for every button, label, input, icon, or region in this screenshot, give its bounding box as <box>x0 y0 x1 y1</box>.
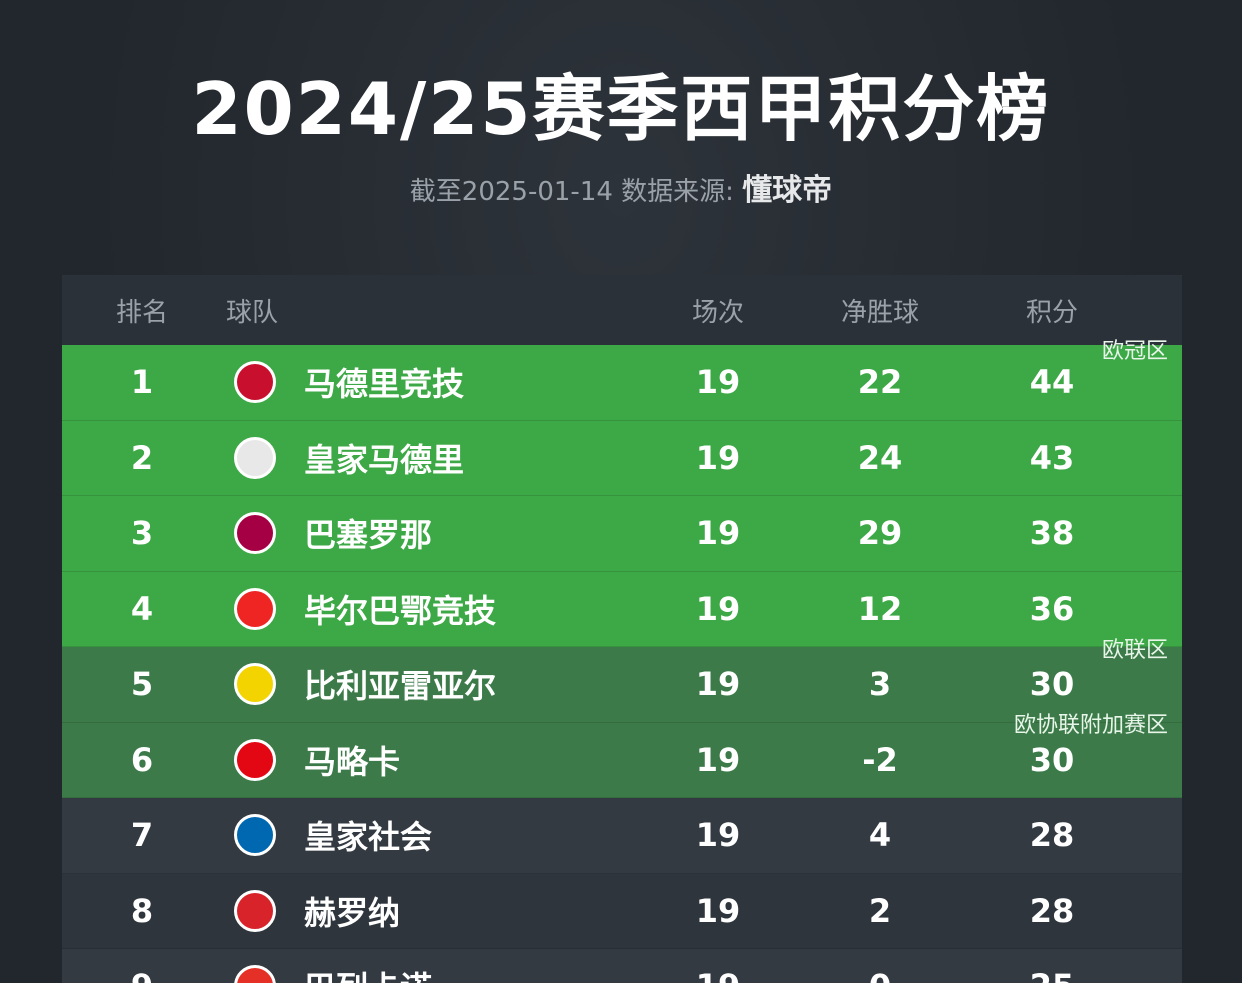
header-cell: 球队 <box>225 297 278 328</box>
header-cell: 排名 <box>115 297 168 328</box>
table-cell: 19 <box>695 740 741 779</box>
table-cell: 19 <box>695 438 741 477</box>
table-row: 7 皇家社会 19 4 28 <box>62 798 1182 874</box>
team-logo <box>234 512 276 554</box>
title: 2024/25赛季西甲积分榜 <box>191 67 1051 151</box>
table-row: 8 赫罗纳 19 2 28 <box>62 873 1182 949</box>
table-cell: 8 <box>130 891 154 930</box>
table-row: 4 毕尔巴鄂竞技 19 12 36 <box>62 571 1182 647</box>
team-logo <box>234 738 276 781</box>
table-cell: 43 <box>1029 438 1075 477</box>
table-cell: -2 <box>862 740 898 779</box>
table-row: 3 巴塞罗那 19 29 38 <box>62 496 1182 572</box>
table-cell: 38 <box>1029 514 1075 553</box>
header-cell: 场次 <box>691 297 744 328</box>
table-cell: 29 <box>857 514 903 553</box>
table-cell: 19 <box>695 514 741 553</box>
header-cell: 净胜球 <box>840 297 919 328</box>
table-cell: 巴列卡诺 <box>304 949 604 983</box>
team-logo <box>234 814 276 856</box>
table-cell: 9 <box>102 949 182 983</box>
table-cell: 赫罗纳 <box>304 893 401 932</box>
table-cell: 4 <box>868 816 892 855</box>
table-cell: 2 <box>130 438 154 477</box>
header-row: 排名 球队 场次 净胜球 积分 <box>62 275 1182 345</box>
table-cell: 毕尔巴鄂竞技 <box>304 591 497 630</box>
standings-table: 排名 球队 场次 净胜球 积分 1 马德里竞技 19 22 44 2 皇家马德里 19 24 43… <box>62 275 1182 983</box>
table-cell: 44 <box>1029 363 1075 402</box>
table-cell: 30 <box>1029 665 1075 704</box>
table-cell: 7 <box>130 816 154 855</box>
table-cell: 19 <box>695 665 741 704</box>
table-cell: 比利亚雷亚尔 <box>304 667 497 706</box>
table-row: 9 巴列卡诺 19 0 25 <box>62 949 1182 983</box>
table-cell: 1 <box>130 363 154 402</box>
table-cell: 5 <box>130 665 154 704</box>
table-row: 5 比利亚雷亚尔 19 3 30 <box>62 647 1182 723</box>
team-logo <box>234 965 276 983</box>
team-logo <box>234 663 276 705</box>
table-cell: 6 <box>130 740 154 779</box>
table-row: 2 皇家马德里 19 24 43 <box>62 420 1182 496</box>
subtitle: 截至2025-01-14 数据来源: 懂球帝 <box>0 165 1242 209</box>
table-cell: 2 <box>868 891 892 930</box>
table-cell: 马略卡 <box>304 742 401 781</box>
header-cell: 积分 <box>1025 297 1078 328</box>
table-cell: 0 <box>820 949 940 983</box>
team-logo <box>234 587 276 630</box>
source: 懂球帝 <box>742 173 833 208</box>
table-cell: 28 <box>1029 816 1075 855</box>
table-cell: 4 <box>130 589 154 628</box>
table-cell: 12 <box>857 589 903 628</box>
table-cell: 19 <box>695 891 741 930</box>
zone-label: 欧协联附加赛区 <box>1013 713 1168 738</box>
table-cell: 22 <box>857 363 903 402</box>
table-cell: 马德里竞技 <box>304 365 465 404</box>
table-cell: 3 <box>130 514 154 553</box>
zone-label: 欧冠区 <box>1101 339 1168 364</box>
table-cell: 25 <box>992 949 1112 983</box>
table-cell: 19 <box>658 949 778 983</box>
team-logo <box>234 361 276 403</box>
table-cell: 30 <box>1029 740 1075 779</box>
table-cell: 皇家马德里 <box>304 440 465 479</box>
table-cell: 巴塞罗那 <box>304 516 433 555</box>
rows: 1 马德里竞技 19 22 44 2 皇家马德里 19 24 43 3 巴塞罗那 19 29 38 4 毕尔巴鄂… <box>62 345 1182 983</box>
table-cell: 28 <box>1029 891 1075 930</box>
table-cell: 19 <box>695 589 741 628</box>
table-cell: 19 <box>695 363 741 402</box>
table-cell: 19 <box>695 816 741 855</box>
table-cell: 24 <box>857 438 903 477</box>
table-cell: 3 <box>868 665 892 704</box>
table-cell: 皇家社会 <box>304 818 433 857</box>
zone-label: 欧联区 <box>1101 638 1168 663</box>
team-logo <box>234 889 276 932</box>
table-cell: 36 <box>1029 589 1075 628</box>
table-row: 1 马德里竞技 19 22 44 <box>62 345 1182 421</box>
team-logo <box>234 436 276 479</box>
subtitle-text: 截至2025-01-14 数据来源: <box>409 177 734 207</box>
table-row: 6 马略卡 19 -2 30 <box>62 722 1182 798</box>
